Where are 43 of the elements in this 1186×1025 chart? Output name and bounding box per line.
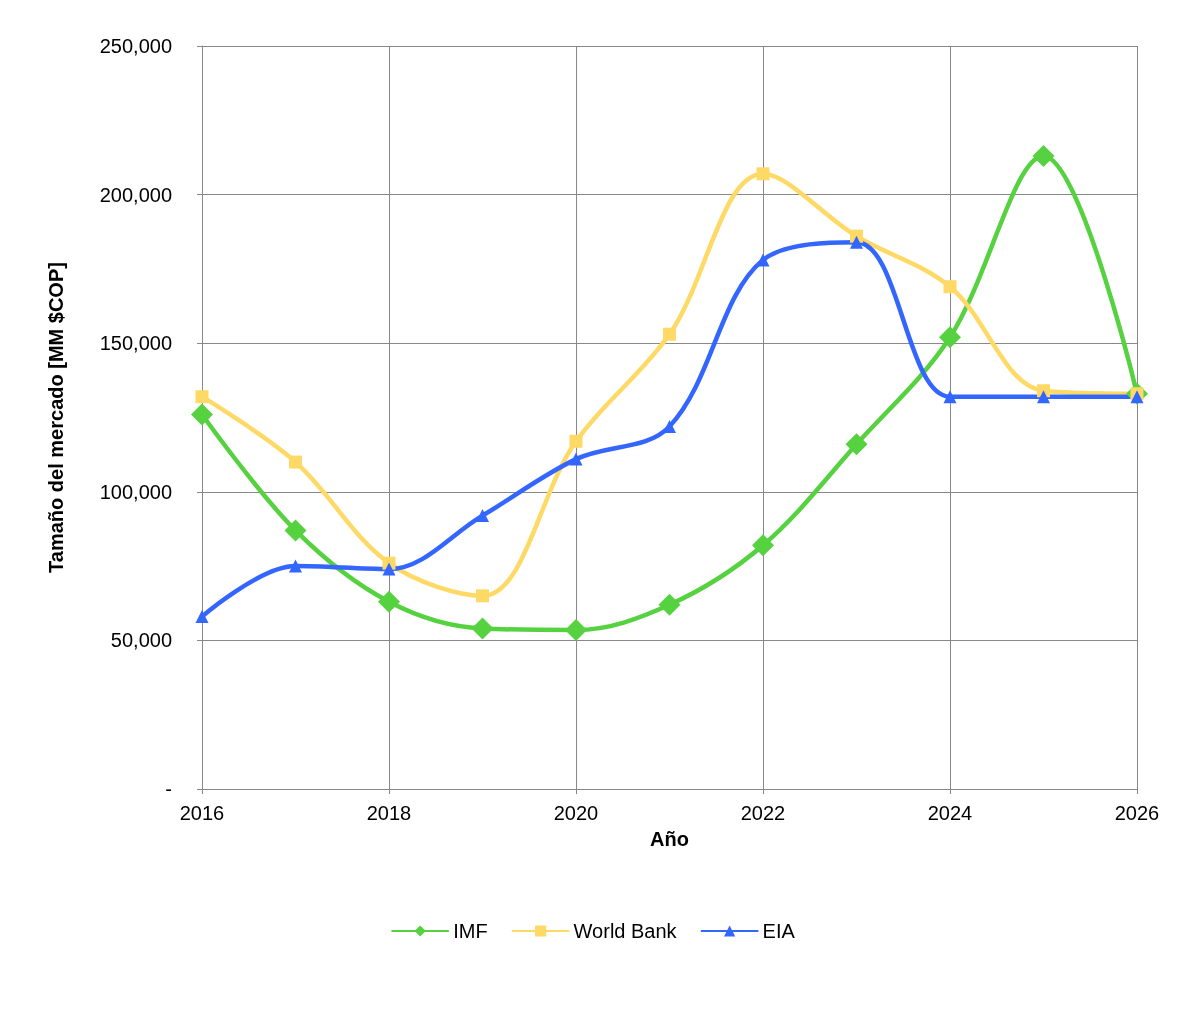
point [382,562,396,576]
point [1032,144,1055,167]
point [565,619,587,641]
y-tick-label: 100,000 [99,480,172,503]
point [939,326,961,349]
x-tick-label: 2020 [553,802,599,824]
point [569,452,583,466]
x-tick-label: 2026 [1114,802,1160,824]
y-tick-label: 150,000 [99,332,172,355]
legend-label: IMF [453,920,488,942]
x-tick-label: 2022 [740,802,786,824]
point [195,390,209,404]
point [756,167,770,181]
point [476,509,489,523]
y-axis-title: Tamaño del mercado [MM $COP] [45,262,67,573]
point [195,610,209,624]
x-axis-title: Año [650,828,689,850]
point [191,403,213,426]
y-tick-label: 200,000 [99,183,172,206]
x-tick-label: 2016 [179,802,225,824]
point [289,455,302,469]
x-tick-label: 2018 [366,802,412,824]
point [569,434,583,448]
x-tick-label: 2024 [927,802,973,824]
point [845,433,868,456]
point [284,519,307,542]
legend-label: World Bank [573,920,678,942]
point [378,590,400,613]
y-tick-label: - [165,778,172,800]
point [663,327,676,341]
y-tick-label: 50,000 [110,629,172,652]
point [658,593,681,616]
legend-label: EIA [762,920,796,942]
point [943,390,957,404]
y-tick-label: 250,000 [99,35,172,57]
point [476,589,489,603]
point [471,617,494,640]
point [752,534,774,557]
point [663,419,676,433]
point [943,280,957,294]
point [1037,390,1050,404]
point [850,235,863,249]
point [289,559,302,573]
